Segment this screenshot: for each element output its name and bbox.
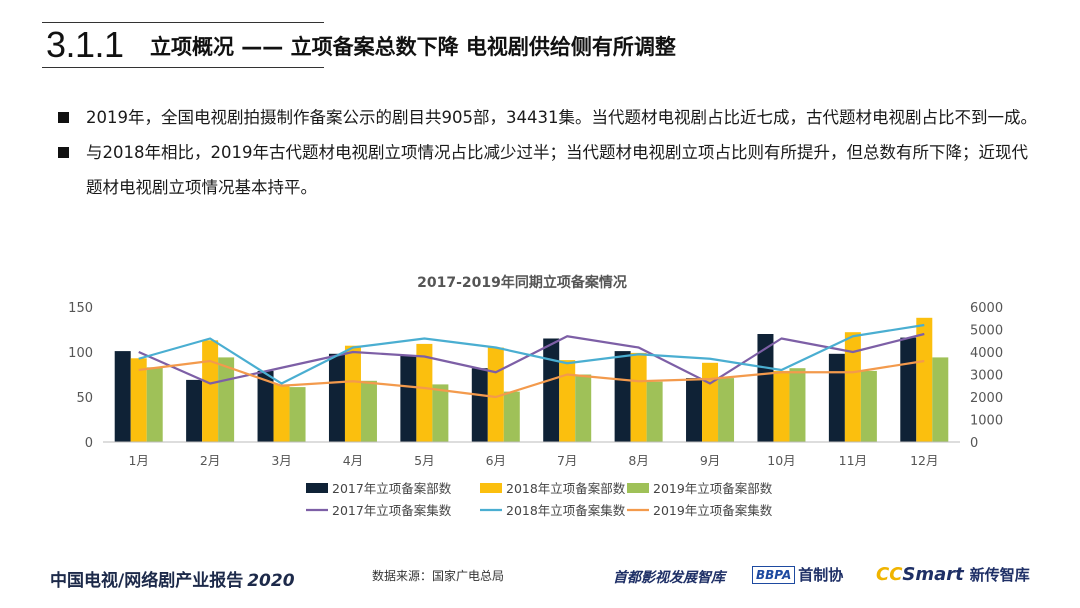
bar-1-11: [828, 353, 845, 442]
bar-1-12: [900, 337, 917, 442]
bbpa-logo: BBPA 首制协: [752, 564, 843, 585]
y-left-tick-label: 100: [68, 346, 93, 361]
bar-2-9: [702, 362, 719, 442]
y-right-tick-label: 0: [970, 436, 978, 451]
y-right-tick-label: 5000: [970, 324, 1003, 339]
y-left-tick-label: 150: [68, 301, 93, 316]
bar-3-8: [646, 381, 663, 442]
bar-2-2: [202, 340, 219, 442]
legend-label: 2018年立项备案集数: [506, 503, 626, 518]
chart-title: 2017-2019年同期立项备案情况: [417, 274, 627, 291]
bar-1-3: [257, 370, 274, 442]
x-tick-label: 7月: [557, 453, 577, 468]
bar-3-5: [432, 384, 449, 442]
bullet-square-icon: [58, 112, 69, 123]
y-left-tick-label: 50: [76, 391, 93, 406]
bar-2-5: [416, 343, 433, 442]
bar-2-7: [559, 360, 576, 442]
bar-2-12: [916, 317, 933, 442]
bar-3-7: [575, 374, 592, 442]
y-right-tick-label: 3000: [970, 369, 1003, 384]
report-title: 中国电视/网络剧产业报告 2020: [50, 566, 295, 591]
bullet-item: 2019年，全国电视剧拍摄制作备案公示的剧目共905部，34431集。当代题材电…: [58, 100, 1038, 135]
legend-swatch: [480, 483, 502, 493]
bar-1-2: [186, 379, 203, 442]
legend-label: 2018年立项备案部数: [506, 481, 626, 496]
bar-1-6: [471, 368, 488, 442]
ccsmart-logo-text: 新传智库: [969, 566, 1030, 584]
line-series-3: [138, 359, 925, 399]
data-source: 数据来源：国家广电总局: [372, 569, 505, 583]
bullet-item: 与2018年相比，2019年古代题材电视剧立项情况占比减少过半；当代题材电视剧立…: [58, 135, 1038, 205]
header-divider-top: [42, 22, 324, 23]
ccsmart-logo: CC Smart 新传智库: [876, 564, 1030, 585]
bar-3-12: [932, 357, 949, 442]
x-tick-label: 4月: [343, 453, 363, 468]
bar-2-8: [630, 352, 647, 442]
report-title-text: 中国电视/网络剧产业报告: [50, 571, 244, 591]
x-tick-label: 2月: [200, 453, 220, 468]
x-tick-label: 3月: [271, 453, 291, 468]
bullet-square-icon: [58, 147, 69, 158]
x-tick-label: 12月: [910, 453, 938, 468]
bar-2-4: [344, 345, 361, 442]
y-right-tick-label: 1000: [970, 414, 1003, 429]
bar-1-1: [114, 351, 131, 442]
capital-film-think-tank-logo: 首都影视发展智库: [613, 570, 725, 586]
x-tick-label: 6月: [486, 453, 506, 468]
legend-swatch: [306, 483, 328, 493]
bar-3-2: [218, 357, 235, 442]
section-number: 3.1.1: [46, 24, 124, 65]
bar-3-6: [503, 391, 520, 442]
bar-1-10: [757, 334, 774, 442]
bar-1-4: [328, 353, 345, 442]
bar-1-7: [543, 338, 560, 442]
page-title: 立项概况 —— 立项备案总数下降 电视剧供给侧有所调整: [150, 35, 676, 59]
x-tick-label: 5月: [414, 453, 434, 468]
legend-swatch: [627, 483, 649, 493]
y-right-tick-label: 4000: [970, 346, 1003, 361]
x-tick-label: 11月: [839, 453, 867, 468]
legend-label: 2019年立项备案集数: [653, 503, 773, 518]
filing-combo-chart: 2017-2019年同期立项备案情况 0 50 100 150 0 1000 2000 300…: [68, 274, 1003, 518]
bar-2-11: [844, 332, 861, 442]
bar-2-10: [773, 370, 790, 442]
bullet-text: 2019年，全国电视剧拍摄制作备案公示的剧目共905部，34431集。当代题材电…: [86, 108, 1037, 127]
bullet-text: 与2018年相比，2019年古代题材电视剧立项情况占比减少过半；当代题材电视剧立…: [86, 143, 1028, 197]
legend-label: 2019年立项备案部数: [653, 481, 773, 496]
bar-1-8: [614, 351, 631, 442]
line-series-2: [138, 323, 925, 385]
bullet-list: 2019年，全国电视剧拍摄制作备案公示的剧目共905部，34431集。当代题材电…: [58, 100, 1038, 205]
header-divider-bottom: [42, 67, 324, 68]
legend-label: 2017年立项备案集数: [332, 503, 452, 518]
bar-3-3: [289, 387, 306, 442]
bar-3-1: [146, 367, 163, 442]
bar-1-5: [400, 355, 417, 442]
x-tick-label: 9月: [700, 453, 720, 468]
x-tick-label: 10月: [767, 453, 795, 468]
report-year: 2020: [247, 571, 295, 591]
bar-3-11: [860, 370, 877, 442]
bar-1-9: [686, 378, 703, 442]
y-left-tick-label: 0: [85, 436, 93, 451]
bar-3-10: [789, 368, 806, 442]
legend-label: 2017年立项备案部数: [332, 481, 452, 496]
bbpa-logo-box: BBPA: [752, 565, 796, 584]
bbpa-logo-text: 首制协: [798, 566, 844, 584]
bar-2-1: [130, 358, 147, 442]
x-tick-label: 8月: [628, 453, 648, 468]
y-right-tick-label: 6000: [970, 301, 1003, 316]
ccsmart-logo-smart: Smart: [902, 564, 964, 585]
bar-3-4: [360, 380, 377, 442]
ccsmart-logo-cc: CC: [876, 564, 903, 585]
y-right-tick-label: 2000: [970, 391, 1003, 406]
bar-2-3: [273, 384, 290, 442]
x-tick-label: 1月: [128, 453, 148, 468]
bar-3-9: [718, 378, 735, 442]
